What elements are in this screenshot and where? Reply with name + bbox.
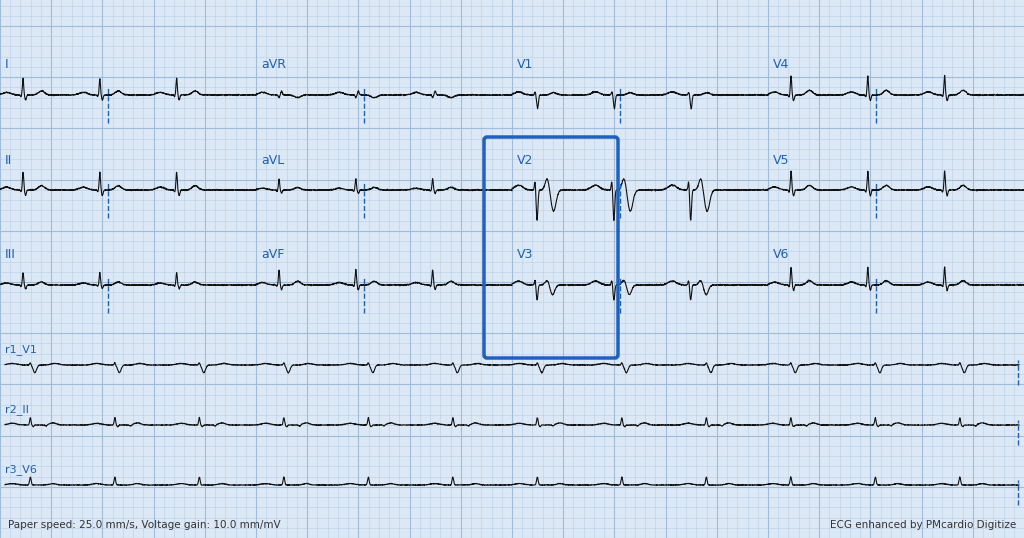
Text: V6: V6 <box>773 249 790 261</box>
Text: Paper speed: 25.0 mm/s, Voltage gain: 10.0 mm/mV: Paper speed: 25.0 mm/s, Voltage gain: 10… <box>8 520 281 530</box>
Text: V4: V4 <box>773 59 790 72</box>
Text: aVL: aVL <box>261 153 285 166</box>
Text: V5: V5 <box>773 153 790 166</box>
Text: r1_V1: r1_V1 <box>5 344 37 356</box>
Text: r2_II: r2_II <box>5 405 29 415</box>
Text: aVR: aVR <box>261 59 286 72</box>
Text: V1: V1 <box>517 59 534 72</box>
Text: aVF: aVF <box>261 249 285 261</box>
Text: III: III <box>5 249 16 261</box>
Text: V2: V2 <box>517 153 534 166</box>
Text: II: II <box>5 153 12 166</box>
Text: I: I <box>5 59 8 72</box>
Text: r3_V6: r3_V6 <box>5 464 37 476</box>
Text: ECG enhanced by PMcardio Digitize: ECG enhanced by PMcardio Digitize <box>829 520 1016 530</box>
Text: V3: V3 <box>517 249 534 261</box>
